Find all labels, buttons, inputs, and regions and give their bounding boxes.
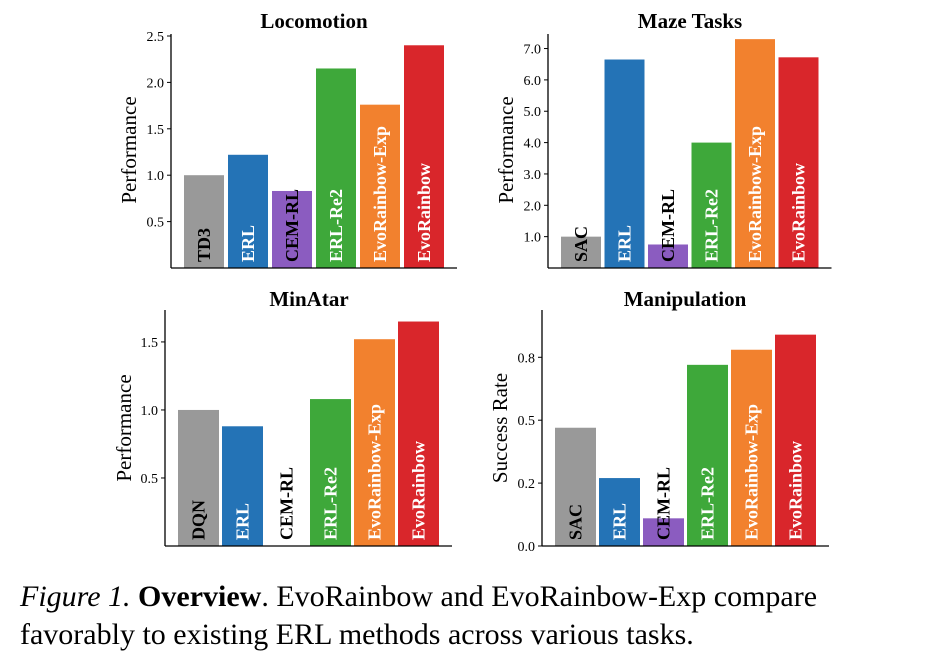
chart-2-y-tick-label: 2.0 (524, 199, 542, 214)
chart-1-bar-6 (404, 45, 444, 268)
chart-3-bar-label-2: ERL (233, 503, 253, 540)
chart-3-bar-6 (398, 321, 439, 546)
chart-2-y-tick-label: 4.0 (524, 137, 542, 152)
caption-text: . EvoRainbow and EvoRainbow-Exp compare … (20, 580, 818, 651)
chart-2-bar-1 (561, 236, 601, 268)
chart-2-y-tick-label: 3.0 (524, 168, 542, 183)
chart-3-bar-label-1: DQN (189, 500, 209, 540)
chart-4-y-axis-label: Success Rate (488, 373, 512, 483)
chart-2-bar-label-1: SAC (571, 226, 591, 262)
chart-4-bar-6 (775, 334, 816, 546)
chart-1-bar-1 (184, 175, 224, 268)
chart-4-y-tick-label: 0.2 (518, 477, 536, 492)
chart-4-bar-4 (687, 364, 728, 546)
chart-3-bar-label-6: EvoRainbow (409, 441, 429, 540)
chart-4-bar-label-3: CEM-RL (654, 467, 674, 540)
chart-3-y-axis-label: Performance (112, 374, 136, 481)
chart-4-bar-label-4: ERL-Re2 (698, 467, 718, 540)
chart-3-bar-label-5: EvoRainbow-Exp (365, 404, 385, 540)
chart-2-bar-4 (691, 142, 732, 268)
chart-2-y-tick-label: 5.0 (524, 105, 542, 120)
chart-4-title: Manipulation (624, 287, 747, 311)
chart-2-bar-6 (778, 57, 819, 268)
chart-2-bar-2 (604, 59, 645, 268)
chart-1-bar-label-1: TD3 (194, 228, 214, 262)
chart-1-bar-label-3: CEM-RL (282, 189, 302, 262)
chart-4-bar-label-2: ERL (610, 503, 630, 540)
chart-2-title: Maze Tasks (638, 9, 742, 33)
chart-1-y-tick-label: 0.5 (147, 216, 165, 231)
chart-4-bar-label-6: EvoRainbow (786, 441, 806, 540)
caption-figure-label: Figure 1. (20, 580, 131, 613)
chart-1-bar-5 (360, 104, 400, 268)
chart-4-y-tick-label: 0.0 (518, 540, 536, 555)
chart-2-bar-label-5: EvoRainbow-Exp (745, 126, 765, 262)
chart-3-y-tick-label: 1.0 (141, 404, 159, 419)
chart-1-bar-2 (228, 154, 268, 268)
chart-1-bar-label-6: EvoRainbow (414, 163, 434, 262)
chart-3-title: MinAtar (269, 287, 348, 311)
chart-2-bar-5 (735, 39, 775, 269)
chart-1-y-tick-label: 2.0 (147, 76, 165, 91)
chart-3-bar-5 (354, 339, 395, 546)
chart-2-bar-label-4: ERL-Re2 (702, 189, 722, 262)
chart-3-y-tick-label: 1.5 (141, 336, 159, 351)
chart-1-y-axis-label: Performance (117, 96, 141, 203)
chart-2-bar-label-6: EvoRainbow (789, 163, 809, 262)
chart-1-y-tick-label: 1.0 (147, 169, 165, 184)
chart-3-bar-label-3: CEM-RL (277, 467, 297, 540)
figure-caption: Figure 1. Overview. EvoRainbow and EvoRa… (20, 578, 935, 654)
figure-charts: Locomotion Performance TD3 ERL CEM-RL ERL-Re2… (112, 9, 832, 555)
chart-2-y-tick-label: 6.0 (524, 74, 542, 89)
chart-2-y-tick-label: 7.0 (524, 43, 542, 58)
chart-3-y-tick-label: 0.5 (141, 472, 159, 487)
chart-4-y-tick-label: 0.5 (518, 414, 536, 429)
chart-4-bar-1 (555, 427, 596, 546)
chart-1-bar-label-5: EvoRainbow-Exp (370, 126, 390, 262)
chart-3-bar-2 (222, 426, 263, 546)
chart-3-bar-1 (178, 409, 219, 546)
chart-4-bar-2 (599, 478, 640, 546)
chart-4-y-tick-label: 0.8 (518, 351, 536, 366)
chart-4-bar-3 (643, 518, 684, 546)
chart-1-bar-label-2: ERL (238, 225, 258, 262)
chart-1-y-tick-label: 2.5 (147, 30, 165, 45)
chart-1-bar-4 (316, 68, 356, 268)
caption-heading: Overview (138, 580, 262, 613)
chart-2-bar-3 (648, 244, 688, 268)
chart-4-bar-label-1: SAC (566, 504, 586, 540)
chart-2-y-tick-label: 1.0 (524, 231, 542, 246)
chart-3-bar-label-4: ERL-Re2 (321, 467, 341, 540)
chart-1-title: Locomotion (260, 9, 368, 33)
chart-4-bar-5 (731, 349, 772, 546)
chart-1-bar-label-4: ERL-Re2 (326, 189, 346, 262)
chart-3-bar-4 (310, 399, 351, 546)
chart-4-bar-label-5: EvoRainbow-Exp (742, 404, 762, 540)
chart-2-bar-label-3: CEM-RL (658, 189, 678, 262)
chart-2-bar-label-2: ERL (615, 225, 635, 262)
chart-1-bar-3 (272, 190, 312, 268)
chart-1-y-tick-label: 1.5 (147, 123, 165, 138)
chart-2-y-axis-label: Performance (494, 96, 518, 203)
